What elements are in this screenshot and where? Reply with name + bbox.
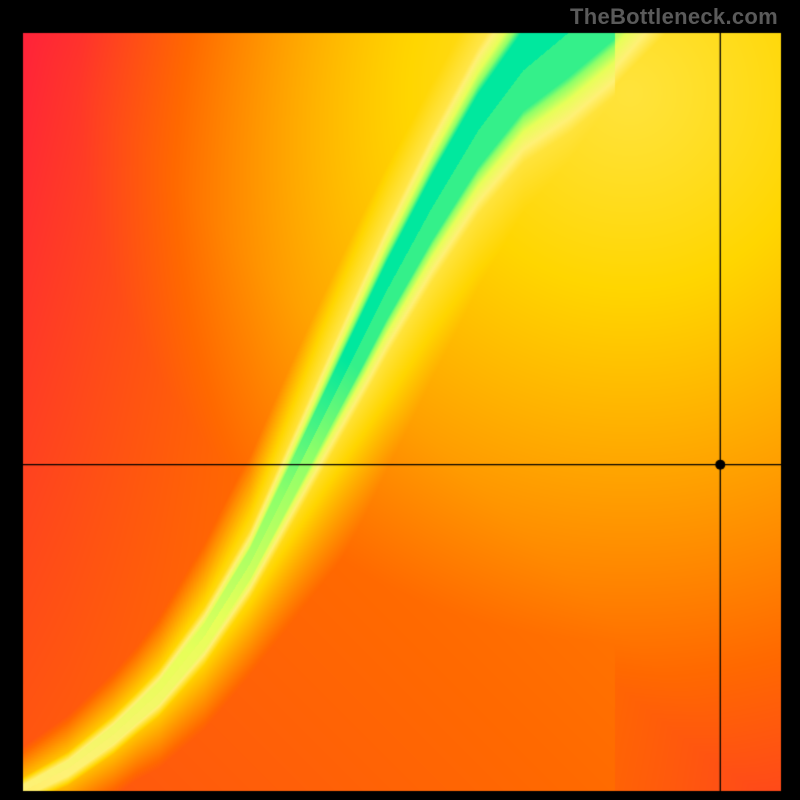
plot-container: TheBottleneck.com (0, 0, 800, 800)
watermark-text: TheBottleneck.com (570, 4, 778, 30)
heatmap-canvas (0, 0, 800, 800)
